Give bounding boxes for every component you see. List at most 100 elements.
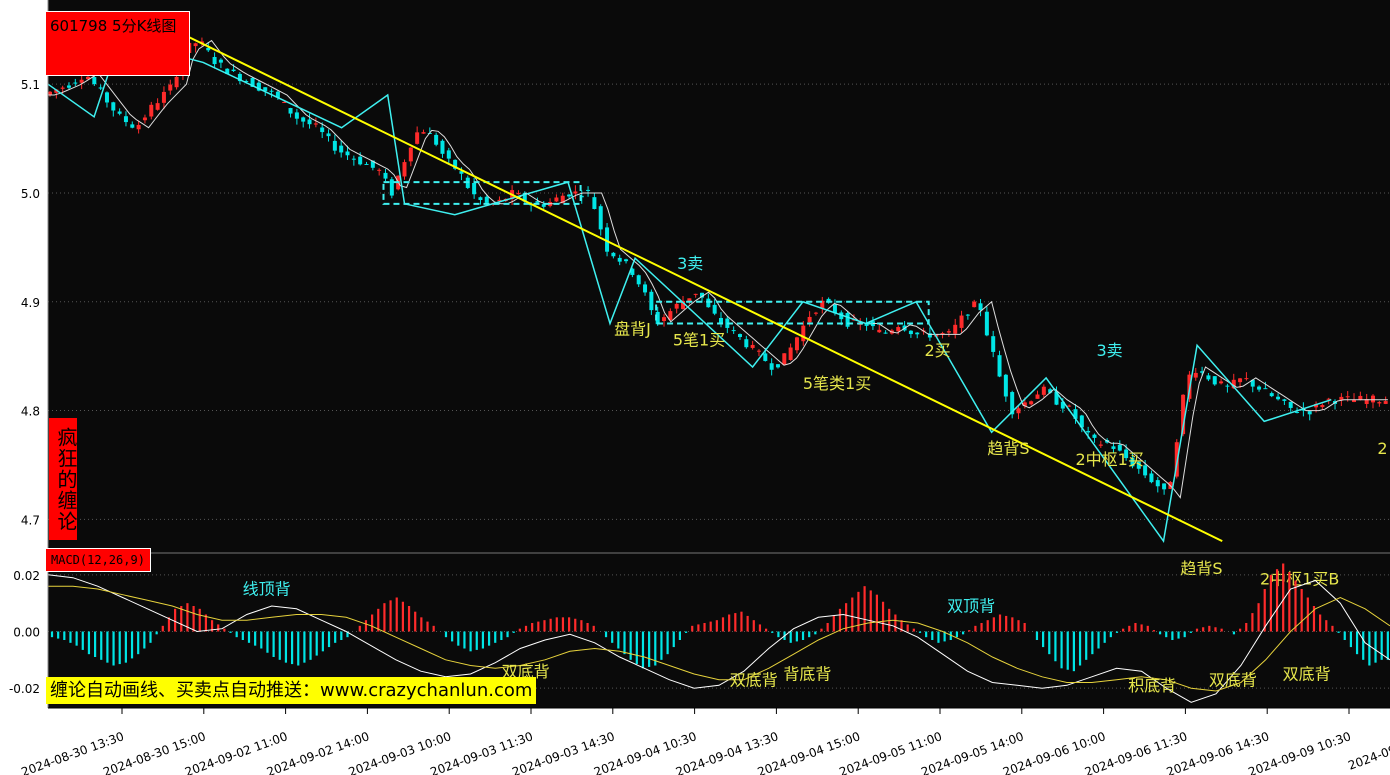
candle-body: [846, 313, 850, 327]
candle-body: [1156, 480, 1160, 486]
candle-body: [1099, 445, 1103, 446]
candle-body: [73, 83, 77, 84]
candle-body: [390, 179, 394, 195]
signal-annotation: 2中枢1买: [1075, 450, 1143, 469]
candle-body: [732, 330, 736, 331]
candle-body: [219, 60, 223, 63]
candle-body: [289, 108, 293, 114]
candle-body: [232, 70, 236, 71]
candle-body: [599, 206, 603, 229]
candle-body: [1219, 381, 1223, 383]
price-tick-label: 4.8: [21, 405, 40, 419]
candle-body: [915, 333, 919, 335]
candle-body: [67, 85, 71, 87]
candle-body: [485, 197, 489, 203]
candle-body: [896, 327, 900, 331]
candle-body: [1225, 386, 1229, 387]
candle-body: [1036, 394, 1040, 398]
candle-body: [402, 162, 406, 176]
divergence-annotation: 双底背: [1283, 665, 1331, 684]
candle-body: [763, 353, 767, 361]
candle-body: [554, 198, 558, 202]
candle-body: [339, 146, 343, 153]
candle-body: [1289, 402, 1293, 408]
candle-body: [440, 141, 444, 154]
candle-body: [637, 275, 641, 284]
price-tick-label: 4.7: [21, 513, 40, 527]
candle-body: [346, 151, 350, 155]
candle-body: [877, 330, 881, 332]
candle-body: [624, 259, 628, 261]
brand-label: 疯狂的缠论: [49, 418, 77, 540]
candle-body: [162, 92, 166, 103]
candle-body: [1042, 387, 1046, 395]
candle-body: [149, 105, 153, 117]
candle-body: [1308, 411, 1312, 414]
candle-body: [301, 117, 305, 121]
candle-body: [365, 164, 369, 165]
candle-body: [478, 197, 482, 200]
price-tick-label: 5.1: [21, 78, 40, 92]
price-tick-label: 4.9: [21, 296, 40, 310]
candle-body: [130, 124, 134, 127]
candle-body: [1213, 376, 1217, 384]
promo-banner[interactable]: 缠论自动画线、买卖点自动推送：www.crazychanlun.com: [46, 677, 536, 704]
candle-body: [1111, 446, 1115, 449]
candle-body: [662, 317, 666, 321]
candle-body: [1276, 397, 1280, 400]
candle-body: [643, 284, 647, 292]
candle-body: [814, 313, 818, 314]
candle-body: [1257, 387, 1261, 390]
candle-body: [1320, 405, 1324, 407]
candle-body: [472, 183, 476, 194]
candle-body: [1149, 473, 1153, 482]
candle-body: [953, 325, 957, 334]
macd-tick-label: 0.00: [13, 626, 40, 640]
candle-body: [966, 315, 970, 316]
candle-body: [105, 92, 109, 102]
candle-body: [270, 91, 274, 92]
signal-annotation: 3卖: [1096, 341, 1122, 360]
candle-body: [1004, 375, 1008, 397]
candle-body: [308, 119, 312, 124]
candle-body: [384, 173, 388, 179]
chart-title: 601798 5分K线图: [45, 11, 190, 76]
signal-annotation: 2: [1377, 439, 1387, 458]
candle-body: [801, 326, 805, 342]
candle-body: [618, 258, 622, 262]
candle-body: [421, 132, 425, 133]
candle-body: [92, 77, 96, 84]
candle-body: [352, 159, 356, 160]
candle-body: [1371, 396, 1375, 403]
macd-indicator-label[interactable]: MACD(12,26,9): [45, 548, 151, 572]
candle-body: [111, 102, 115, 110]
candle-body: [738, 334, 742, 337]
candle-body: [124, 116, 128, 122]
candle-body: [434, 135, 438, 145]
candle-body: [1017, 408, 1021, 413]
candle-body: [675, 304, 679, 309]
divergence-annotation: 双底背: [1209, 670, 1257, 689]
candle-body: [649, 292, 653, 310]
candle-body: [719, 318, 723, 323]
candle-body: [1029, 401, 1033, 404]
signal-annotation: 5笔1买: [673, 330, 725, 349]
candle-body: [1206, 375, 1210, 379]
candle-body: [1244, 378, 1248, 379]
candle-body: [1092, 435, 1096, 438]
macd-tick-label: -0.02: [9, 682, 40, 696]
candle-body: [611, 253, 615, 256]
candle-body: [213, 57, 217, 64]
candle-body: [61, 88, 65, 89]
candle-body: [979, 303, 983, 310]
candle-body: [985, 312, 989, 336]
candle-body: [377, 170, 381, 171]
candle-body: [282, 102, 286, 103]
signal-annotation: 2买: [924, 341, 950, 360]
candle-body: [795, 337, 799, 350]
candle-body: [1346, 396, 1350, 397]
candle-body: [757, 351, 761, 352]
candle-body: [972, 302, 976, 308]
signal-annotation: 盘背J: [614, 319, 651, 338]
